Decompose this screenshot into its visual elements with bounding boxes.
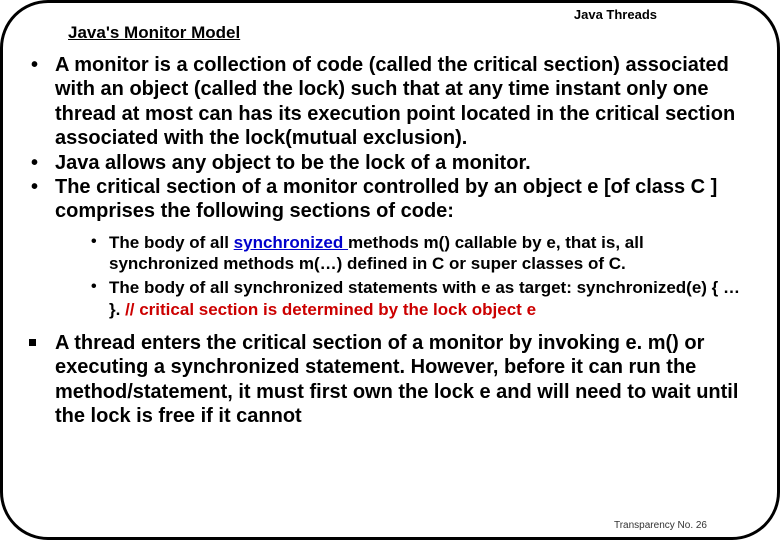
sub-bullet-sync-methods: The body of all synchronized methods m()… [87,232,755,276]
keyword-synchronized: synchronized [234,233,348,252]
sub-bullet-list: The body of all synchronized methods m()… [87,232,755,321]
bullet-text: The critical section of a monitor contro… [55,176,717,222]
header-topic: Java Threads [574,7,657,22]
slide-content: A monitor is a collection of code (calle… [23,53,755,428]
main-bullet-list: A monitor is a collection of code (calle… [23,53,755,428]
text-part: The body of all [109,233,234,252]
bullet-monitor-definition: A monitor is a collection of code (calle… [23,53,755,151]
slide-title: Java's Monitor Model [68,23,240,43]
bullet-any-object-lock: Java allows any object to be the lock of… [23,151,755,175]
bullet-thread-enters: A thread enters the critical section of … [23,331,755,429]
footer-transparency-number: Transparency No. 26 [614,520,707,531]
bullet-critical-section-comprises: The critical section of a monitor contro… [23,175,755,321]
comment-text: // critical section is determined by the… [125,300,536,319]
sub-bullet-sync-statements: The body of all synchronized statements … [87,277,755,321]
slide-frame: Java Threads Java's Monitor Model A moni… [0,0,780,540]
